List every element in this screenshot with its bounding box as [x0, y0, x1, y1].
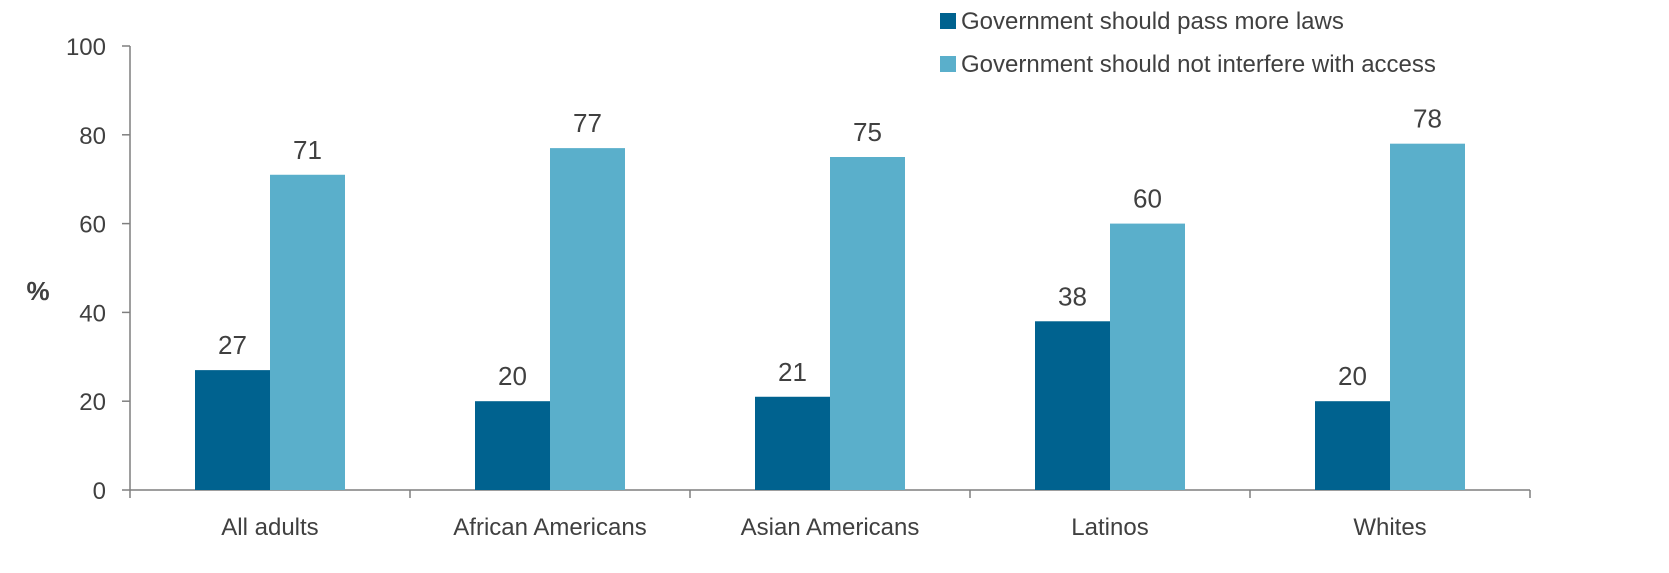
- bar-not-interfere: [550, 148, 625, 490]
- bar-not-interfere: [270, 174, 345, 490]
- legend-swatch: [940, 56, 956, 72]
- legend-label: Government should pass more laws: [961, 8, 1344, 35]
- x-category-label: Latinos: [1071, 514, 1148, 541]
- legend: Government should pass more laws Governme…: [940, 8, 1436, 78]
- bar-not-interfere: [830, 157, 905, 490]
- x-category-label: African Americans: [453, 514, 646, 541]
- bar-value-label: 75: [853, 117, 882, 147]
- y-tick-label: 20: [79, 389, 106, 416]
- bar-value-label: 20: [498, 361, 527, 391]
- bar-pass-more-laws: [1035, 321, 1110, 490]
- bar-pass-more-laws: [195, 370, 270, 490]
- y-tick-label: 60: [79, 212, 106, 239]
- y-tick-label: 100: [66, 34, 106, 61]
- bar-not-interfere: [1110, 223, 1185, 490]
- bar-value-label: 77: [573, 108, 602, 138]
- legend-label: Government should not interfere with acc…: [961, 51, 1436, 78]
- legend-swatch: [940, 13, 956, 29]
- bar-value-label: 38: [1058, 281, 1087, 311]
- x-axis: All adults African Americans Asian America…: [129, 489, 1531, 541]
- x-category-label: Asian Americans: [741, 514, 920, 541]
- x-category-label: All adults: [221, 514, 318, 541]
- bar-not-interfere: [1390, 143, 1465, 490]
- data-labels: 27 20 21 38 20 71 77 75 60 78: [218, 104, 1442, 392]
- bar-value-label: 71: [293, 135, 322, 165]
- bar-pass-more-laws: [755, 396, 830, 490]
- y-axis-label: %: [26, 276, 49, 306]
- x-category-label: Whites: [1353, 514, 1426, 541]
- bar-pass-more-laws: [475, 401, 550, 490]
- bar-value-label: 78: [1413, 104, 1442, 134]
- y-tick-label: 0: [93, 478, 106, 505]
- bar-pass-more-laws: [1315, 401, 1390, 490]
- bar-value-label: 20: [1338, 361, 1367, 391]
- y-axis: 0 20 40 60 80 100: [66, 34, 131, 505]
- bar-value-label: 21: [778, 357, 807, 387]
- y-tick-label: 80: [79, 123, 106, 150]
- bar-value-label: 60: [1133, 184, 1162, 214]
- bars: [195, 143, 1465, 490]
- bar-value-label: 27: [218, 330, 247, 360]
- y-tick-label: 40: [79, 300, 106, 327]
